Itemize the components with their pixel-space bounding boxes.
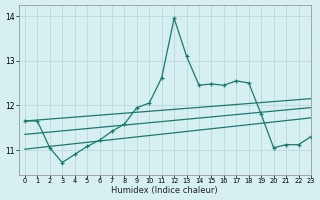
X-axis label: Humidex (Indice chaleur): Humidex (Indice chaleur) — [111, 186, 218, 195]
